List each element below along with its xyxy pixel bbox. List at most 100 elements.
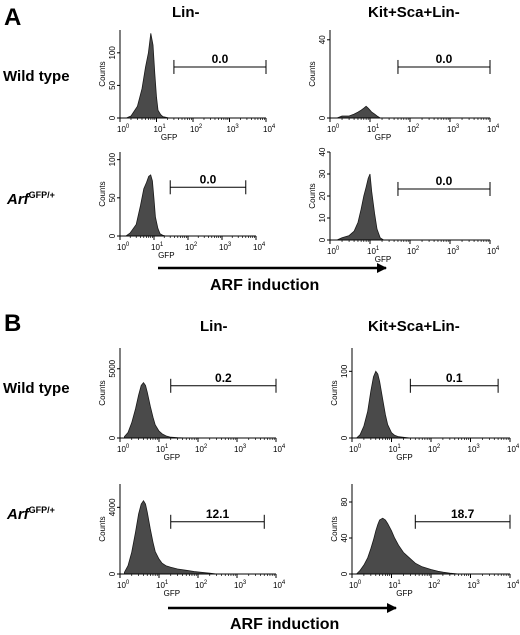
y-axis-label: Counts [98, 181, 107, 206]
x-tick-label: 101 [389, 580, 402, 590]
row-label-wild-type-b: Wild type [3, 380, 70, 397]
y-tick-label: 50 [108, 80, 117, 89]
x-tick-label: 103 [447, 124, 460, 134]
x-tick-label: 104 [487, 124, 500, 134]
y-tick-label: 40 [318, 147, 327, 156]
y-tick-label: 20 [318, 191, 327, 200]
x-axis-label: GFP [158, 251, 174, 260]
gate-percentage: 0.1 [446, 371, 463, 385]
gate-percentage: 0.0 [436, 174, 453, 188]
y-tick-label: 100 [108, 152, 117, 166]
y-tick-label: 0 [340, 571, 349, 576]
x-tick-label: 100 [117, 242, 130, 252]
gate-percentage: 18.7 [451, 507, 475, 521]
histogram-fill [124, 174, 166, 237]
x-tick-label: 102 [428, 444, 441, 454]
row-label-wild-type-a: Wild type [3, 68, 70, 85]
x-tick-label: 101 [367, 246, 380, 256]
y-tick-label: 0 [318, 115, 327, 120]
y-tick-label: 100 [108, 46, 117, 60]
histogram-a-wildtype-ksl: 100 101 102 103 104 GFP 0 40 Counts 0.0 [308, 30, 500, 142]
x-tick-label: 100 [327, 246, 340, 256]
histogram-fill [336, 105, 388, 119]
histogram-fill [126, 33, 173, 119]
y-tick-label: 0 [108, 435, 117, 440]
x-axis-label: GFP [161, 133, 177, 142]
x-tick-label: 102 [190, 124, 203, 134]
histogram-a-arf-ksl: 100 101 102 103 104 GFP 0 10 20 30 40 Counts 0.0 [308, 147, 500, 264]
histogram-fill [124, 381, 187, 439]
x-tick-label: 100 [327, 124, 340, 134]
gate-percentage: 0.0 [212, 52, 229, 66]
x-axis-label: GFP [375, 133, 391, 142]
x-tick-label: 104 [507, 580, 520, 590]
y-tick-label: 0 [340, 435, 349, 440]
y-axis-label: Counts [308, 183, 317, 208]
gate-percentage: 0.0 [436, 52, 453, 66]
row-label-arf-b-gene: Arf [7, 506, 29, 523]
row-label-wild-type-b-text: Wild type [3, 380, 70, 397]
x-tick-label: 103 [447, 246, 460, 256]
row-label-arf-b-sup: GFP/+ [28, 505, 55, 515]
row-label-arf-a-gene: Arf [7, 191, 29, 208]
x-axis-label: GFP [164, 453, 180, 462]
y-tick-label: 0 [108, 233, 117, 238]
y-axis-label: Counts [330, 380, 339, 405]
y-tick-label: 40 [318, 35, 327, 44]
panel-letter-b: B [4, 310, 22, 337]
row-label-arf-a-sup: GFP/+ [28, 190, 55, 200]
x-tick-label: 102 [428, 580, 441, 590]
x-tick-label: 100 [117, 580, 130, 590]
induction-label-b: ARF induction [230, 616, 340, 633]
column-title-ksl-b: Kit+Sca+Lin- [368, 318, 460, 335]
y-axis-label: Counts [98, 516, 107, 541]
x-tick-label: 100 [349, 580, 362, 590]
x-tick-label: 104 [273, 580, 286, 590]
x-tick-label: 101 [389, 444, 402, 454]
x-axis-label: GFP [375, 255, 391, 264]
gate-percentage: 0.2 [215, 371, 232, 385]
x-tick-label: 104 [273, 444, 286, 454]
y-tick-label: 5000 [108, 359, 117, 377]
x-tick-label: 103 [234, 580, 247, 590]
histogram-b-arf-ksl: 100 101 102 103 104 GFP 0 40 80 Counts 18.7 [330, 484, 520, 598]
x-tick-label: 102 [195, 580, 208, 590]
y-tick-label: 0 [108, 571, 117, 576]
column-title-lin-b: Lin- [200, 318, 228, 335]
x-tick-label: 103 [227, 124, 240, 134]
y-tick-label: 0 [108, 115, 117, 120]
x-tick-label: 101 [367, 124, 380, 134]
histogram-fill [124, 499, 217, 575]
x-tick-label: 104 [507, 444, 520, 454]
x-axis-label: GFP [396, 589, 412, 598]
x-tick-label: 104 [253, 242, 266, 252]
row-label-wild-type-a-text: Wild type [3, 68, 70, 85]
x-tick-label: 102 [407, 124, 420, 134]
x-tick-label: 101 [156, 580, 169, 590]
y-tick-label: 30 [318, 169, 327, 178]
histogram-fill [355, 370, 411, 439]
x-tick-label: 100 [117, 444, 130, 454]
x-tick-label: 103 [468, 580, 481, 590]
y-tick-label: 10 [318, 213, 327, 222]
column-title-lin-a: Lin- [172, 4, 200, 21]
column-title-ksl-a: Kit+Sca+Lin- [368, 4, 460, 21]
histogram-fill [355, 517, 459, 575]
x-tick-label: 104 [263, 124, 276, 134]
y-axis-label: Counts [98, 380, 107, 405]
x-tick-label: 100 [349, 444, 362, 454]
histogram-a-arf-lin: 100 101 102 103 104 GFP 0 50 100 Counts 0.0 [98, 152, 266, 260]
x-axis-label: GFP [164, 589, 180, 598]
y-tick-label: 4000 [108, 498, 117, 516]
x-tick-label: 102 [407, 246, 420, 256]
x-tick-label: 102 [195, 444, 208, 454]
row-label-arf-a: ArfGFP/+ [7, 190, 55, 208]
y-axis-label: Counts [98, 61, 107, 86]
y-tick-label: 100 [340, 364, 349, 378]
x-tick-label: 101 [154, 124, 167, 134]
